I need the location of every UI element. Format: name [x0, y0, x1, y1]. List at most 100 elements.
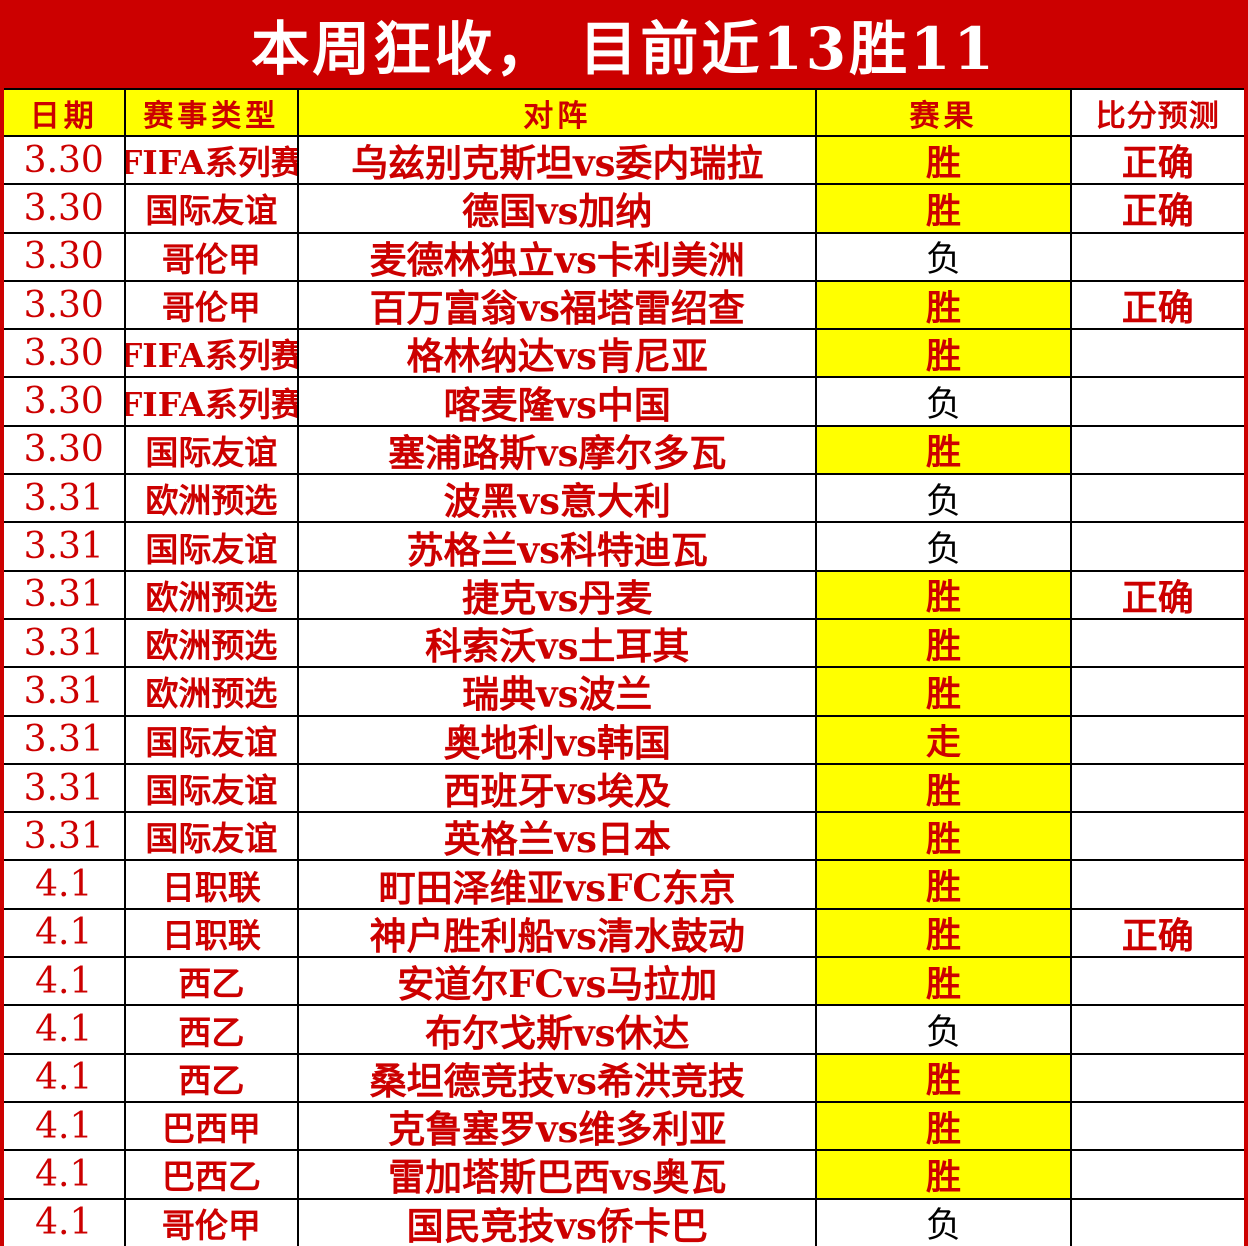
result-cell: 负: [817, 378, 1072, 425]
league-cell: 欧洲预选: [126, 668, 300, 715]
prediction-cell: [1072, 523, 1244, 569]
result-cell: 走: [817, 716, 1072, 763]
date-cell: 4.1: [4, 958, 126, 1005]
date-cell: 4.1: [4, 1054, 126, 1101]
table-row: 3.31 国际友谊 西班牙vs埃及 胜: [4, 762, 1244, 812]
league-cell: 国际友谊: [126, 523, 300, 570]
table-row: 4.1 西乙 桑坦德竞技vs希洪竞技 胜: [4, 1052, 1244, 1101]
match-cell: 神户胜利船vs清水鼓动: [299, 909, 818, 957]
table-row: 3.30 哥伦甲 麦德林独立vs卡利美洲 负: [4, 231, 1244, 280]
league-cell: 国际友谊: [126, 185, 300, 232]
date-cell: 3.30: [4, 426, 126, 474]
prediction-cell: 正确: [1121, 190, 1194, 232]
date-cell: 3.30: [4, 281, 126, 329]
result-cell: 负: [817, 523, 1072, 570]
result-cell: 胜: [817, 1102, 1072, 1150]
header-date: 日期: [4, 90, 126, 135]
result-cell: 胜: [817, 668, 1072, 715]
date-cell: 3.30: [4, 137, 126, 184]
prediction-cell: [1072, 234, 1244, 280]
prediction-cell: [1072, 1055, 1244, 1101]
match-cell: 百万富翁vs福塔雷绍查: [299, 281, 818, 329]
result-cell: 胜: [817, 330, 1072, 377]
league-cell: 国际友谊: [126, 426, 300, 474]
result-cell: 胜: [817, 813, 1072, 860]
table-row: 4.1 哥伦甲 国民竞技vs侨卡巴 负: [4, 1197, 1244, 1246]
table-row: 3.31 国际友谊 苏格兰vs科特迪瓦 负: [4, 521, 1244, 570]
match-cell: 安道尔FCvs马拉加: [299, 958, 818, 1005]
match-cell: 町田泽维亚vsFC东京: [299, 861, 818, 908]
result-cell: 胜: [817, 137, 1072, 184]
league-cell: FIFA系列赛: [126, 330, 300, 377]
league-cell: 国际友谊: [126, 716, 300, 763]
result-cell: 胜: [817, 1151, 1072, 1198]
league-cell: 西乙: [126, 1054, 300, 1101]
prediction-cell: [1072, 427, 1244, 473]
league-cell: 哥伦甲: [126, 281, 300, 329]
match-cell: 捷克vs丹麦: [299, 571, 818, 618]
prediction-cell: 正确: [1121, 287, 1194, 329]
prediction-cell: [1072, 1200, 1244, 1246]
result-cell: 胜: [817, 571, 1072, 618]
date-cell: 3.31: [4, 523, 126, 570]
match-cell: 奥地利vs韩国: [299, 716, 818, 763]
result-cell: 胜: [817, 909, 1072, 957]
result-cell: 负: [817, 233, 1072, 280]
league-cell: 西乙: [126, 1006, 300, 1053]
result-cell: 胜: [817, 764, 1072, 812]
date-cell: 3.31: [4, 764, 126, 812]
result-cell: 负: [817, 475, 1072, 522]
prediction-cell: [1072, 958, 1244, 1004]
date-cell: 4.1: [4, 1102, 126, 1150]
table-row: 3.31 国际友谊 英格兰vs日本 胜: [4, 811, 1244, 860]
match-cell: 瑞典vs波兰: [299, 668, 818, 715]
result-cell: 胜: [817, 861, 1072, 908]
result-cell: 胜: [817, 958, 1072, 1005]
league-cell: 哥伦甲: [126, 1199, 300, 1246]
table-row: 3.31 欧洲预选 捷克vs丹麦 胜 正确: [4, 569, 1244, 618]
header-result: 赛果: [817, 90, 1072, 135]
date-cell: 3.31: [4, 619, 126, 667]
league-cell: 国际友谊: [126, 764, 300, 812]
date-cell: 4.1: [4, 861, 126, 908]
date-cell: 3.30: [4, 233, 126, 280]
table-row: 3.30 国际友谊 德国vs加纳 胜 正确: [4, 183, 1244, 232]
prediction-cell: [1072, 1151, 1244, 1197]
table-row: 4.1 日职联 町田泽维亚vsFC东京 胜: [4, 859, 1244, 908]
date-cell: 3.31: [4, 716, 126, 763]
prediction-cell: [1072, 861, 1244, 907]
match-cell: 雷加塔斯巴西vs奥瓦: [299, 1151, 818, 1198]
prediction-cell: [1072, 668, 1244, 714]
prediction-cell: [1072, 475, 1244, 521]
match-cell: 桑坦德竞技vs希洪竞技: [299, 1054, 818, 1101]
league-cell: 欧洲预选: [126, 475, 300, 522]
table-row: 4.1 巴西甲 克鲁塞罗vs维多利亚 胜: [4, 1100, 1244, 1150]
date-cell: 3.31: [4, 475, 126, 522]
result-cell: 胜: [817, 426, 1072, 474]
prediction-cell: [1072, 620, 1244, 666]
date-cell: 4.1: [4, 1151, 126, 1198]
league-cell: 西乙: [126, 958, 300, 1005]
match-cell: 波黑vs意大利: [299, 475, 818, 522]
date-cell: 3.30: [4, 378, 126, 425]
prediction-cell: [1072, 765, 1244, 811]
league-cell: FIFA系列赛: [126, 137, 300, 184]
results-table: 日期 赛事类型 对阵 赛果 比分预测 3.30 FIFA系列赛 乌兹别克斯坦vs…: [0, 88, 1248, 1246]
prediction-cell: [1072, 717, 1244, 763]
table-header-row: 日期 赛事类型 对阵 赛果 比分预测: [4, 88, 1244, 135]
league-cell: 巴西甲: [126, 1102, 300, 1150]
prediction-cell: [1072, 1006, 1244, 1052]
table-row: 3.30 FIFA系列赛 格林纳达vs肯尼亚 胜: [4, 328, 1244, 377]
date-cell: 3.30: [4, 185, 126, 232]
match-cell: 喀麦隆vs中国: [299, 378, 818, 425]
table-row: 4.1 巴西乙 雷加塔斯巴西vs奥瓦 胜: [4, 1149, 1244, 1198]
league-cell: 巴西乙: [126, 1151, 300, 1198]
match-cell: 克鲁塞罗vs维多利亚: [299, 1102, 818, 1150]
league-cell: 日职联: [126, 861, 300, 908]
match-cell: 德国vs加纳: [299, 185, 818, 232]
league-cell: FIFA系列赛: [126, 378, 300, 425]
match-cell: 国民竞技vs侨卡巴: [299, 1199, 818, 1246]
date-cell: 4.1: [4, 909, 126, 957]
result-cell: 胜: [817, 185, 1072, 232]
league-cell: 哥伦甲: [126, 233, 300, 280]
